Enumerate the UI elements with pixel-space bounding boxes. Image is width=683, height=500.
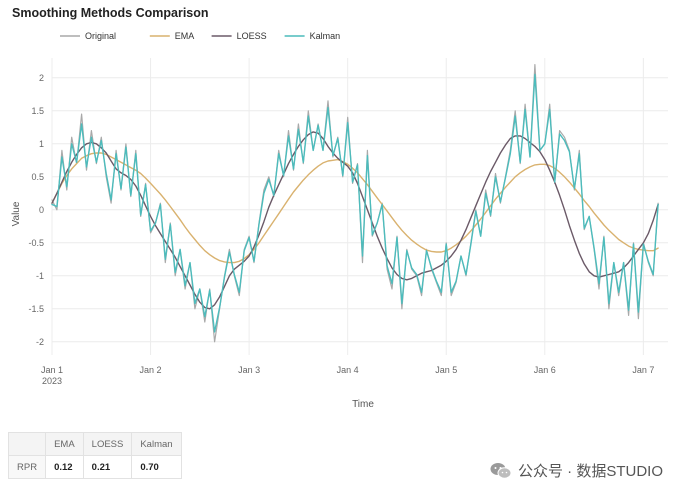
watermark: 公众号 · 数据STUDIO: [490, 460, 663, 481]
table-header-row: EMA LOESS Kalman: [7, 432, 182, 456]
y-tick-label: 1.5: [31, 106, 44, 116]
table-header-cell: Kalman: [131, 432, 182, 456]
legend-label-original: Original: [85, 31, 116, 41]
series-line-loess: [51, 131, 659, 310]
legend-label-loess: LOESS: [237, 31, 267, 41]
x-tick-label: Jan 6: [534, 365, 556, 375]
series-layer: [51, 63, 659, 343]
y-tick-label: 0: [39, 205, 44, 215]
table-cell: 0.21: [82, 455, 133, 479]
y-tick-label: 1: [39, 139, 44, 149]
x-tick-label: Jan 3: [238, 365, 260, 375]
wechat-icon: [490, 462, 512, 479]
chart-title: Smoothing Methods Comparison: [12, 6, 209, 20]
table-header-cell: LOESS: [82, 432, 133, 456]
x-tick-sublabel: 2023: [42, 376, 62, 386]
x-tick-label: Jan 1: [41, 365, 63, 375]
x-tick-label: Jan 2: [140, 365, 162, 375]
y-tick-label: 2: [39, 73, 44, 83]
series-line-kalman: [51, 73, 659, 333]
x-tick-label: Jan 7: [632, 365, 654, 375]
table-row: RPR 0.12 0.21 0.70: [7, 455, 182, 479]
y-tick-label: -1: [36, 271, 44, 281]
legend-label-kalman: Kalman: [310, 31, 341, 41]
table-header-cell: EMA: [45, 432, 84, 456]
table-cell: 0.12: [45, 455, 84, 479]
y-tick-label: -1.5: [28, 304, 44, 314]
rpr-table: EMA LOESS Kalman RPR 0.12 0.21 0.70: [7, 432, 182, 479]
watermark-text: 公众号 · 数据STUDIO: [518, 463, 663, 480]
legend: Original EMA LOESS Kalman: [60, 31, 340, 41]
x-tick-label: Jan 5: [435, 365, 457, 375]
y-tick-label: 0.5: [31, 172, 44, 182]
x-axis-title: Time: [352, 399, 374, 410]
series-line-ema: [51, 152, 659, 264]
legend-label-ema: EMA: [175, 31, 195, 41]
chart-plot: Original EMA LOESS Kalman -2 -1.5 -1 -0.5 0 0.5 1…: [11, 31, 668, 410]
table-cell: 0.70: [131, 455, 182, 479]
y-tick-label: -0.5: [28, 238, 44, 248]
y-tick-label: -2: [36, 337, 44, 347]
y-axis-title: Value: [11, 201, 22, 226]
table-header-cell: [7, 432, 47, 456]
table-row-label: RPR: [7, 455, 47, 479]
x-tick-label: Jan 4: [337, 365, 359, 375]
